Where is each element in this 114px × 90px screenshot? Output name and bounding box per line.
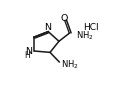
Text: HCl: HCl [82, 23, 98, 32]
Text: H: H [24, 51, 30, 60]
Text: N: N [25, 47, 32, 56]
Text: NH$_2$: NH$_2$ [76, 29, 93, 42]
Text: O: O [60, 14, 67, 23]
Text: N: N [44, 23, 51, 32]
Text: NH$_2$: NH$_2$ [61, 59, 78, 71]
